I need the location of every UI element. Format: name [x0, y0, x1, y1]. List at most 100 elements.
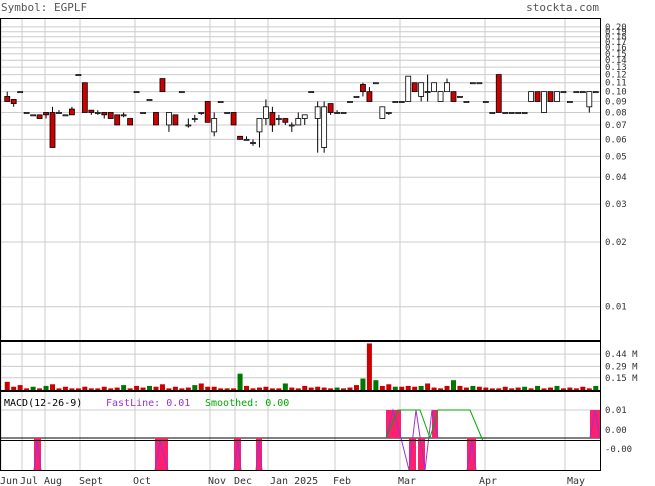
candle-body — [321, 106, 328, 148]
candle-body — [101, 112, 108, 116]
macd-fast-line — [589, 409, 601, 439]
volume-bar — [470, 385, 476, 390]
volume-bar — [392, 386, 398, 390]
candle-body — [191, 118, 198, 120]
candle-body — [172, 114, 179, 126]
x-tick-label: Jul — [20, 476, 38, 486]
macd-histogram-bar — [409, 438, 416, 470]
x-tick-label: Apr — [479, 476, 497, 486]
candle-body — [495, 74, 502, 113]
site-label: stockta.com — [526, 1, 599, 14]
volume-bar — [554, 385, 560, 390]
macd-histogram-bar — [234, 438, 241, 470]
volume-bar — [353, 385, 359, 390]
volume-bar — [62, 386, 68, 390]
macd-histogram-bar — [386, 410, 401, 438]
volume-bar — [237, 373, 243, 390]
candle-body — [314, 106, 321, 119]
candle-body — [127, 118, 134, 126]
candle-body — [94, 112, 101, 114]
price-tick-label: 0.14 — [605, 56, 627, 66]
candle-body — [450, 91, 457, 102]
x-tick-label: Jan 2025 — [270, 476, 318, 486]
candle-body — [554, 91, 560, 102]
volume-bar — [418, 385, 424, 390]
candle-body — [133, 91, 140, 94]
candle-body — [288, 124, 295, 127]
x-tick-label: Feb — [333, 476, 351, 486]
candle-body — [444, 82, 450, 93]
volume-bar — [509, 388, 515, 390]
volume-tick-label: 0.29 M — [605, 362, 638, 372]
candle-body — [508, 112, 515, 114]
candle-body — [204, 101, 211, 123]
price-tick-label: 0.05 — [605, 152, 627, 162]
candle-body — [140, 112, 146, 114]
volume-bar — [24, 388, 30, 390]
candle-body — [237, 135, 243, 140]
volume-bar — [412, 386, 418, 390]
panel-frame — [0, 391, 601, 471]
volume-bar — [121, 385, 127, 390]
volume-bar — [476, 386, 482, 390]
price-tick-label: 0.16 — [605, 44, 627, 54]
volume-bar — [276, 388, 282, 390]
price-tick-label: 0.10 — [605, 88, 627, 98]
volume-bar — [489, 388, 495, 390]
volume-bar — [172, 386, 178, 390]
candle-body — [250, 142, 256, 144]
volume-bar — [153, 386, 159, 390]
volume-bar — [315, 386, 321, 390]
candle-body — [10, 99, 17, 104]
volume-bar — [4, 381, 10, 390]
volume-bar — [108, 388, 114, 390]
candle-body — [243, 138, 250, 141]
price-candles — [4, 74, 599, 153]
price-tick-label: 0.12 — [605, 71, 627, 81]
macd-tick-label: 0.01 — [605, 406, 627, 416]
volume-bar — [82, 386, 88, 390]
volume-bar — [159, 384, 165, 390]
volume-bar — [250, 388, 256, 390]
candle-body — [515, 112, 522, 114]
volume-bar — [567, 387, 573, 390]
candle-body — [107, 112, 114, 119]
price-tick-label: 0.11 — [605, 79, 627, 89]
volume-bar — [328, 388, 334, 390]
volume-bar — [593, 385, 599, 390]
candle-body — [424, 91, 431, 94]
volume-bar — [88, 388, 94, 390]
candle-body — [392, 101, 399, 103]
x-tick-label: Dec — [234, 476, 252, 486]
volume-bar — [179, 388, 185, 390]
price-tick-label: 0.18 — [605, 33, 627, 43]
candle-body — [489, 112, 496, 114]
volume-bar — [535, 385, 541, 390]
volume-bar — [244, 385, 250, 390]
volume-bar — [541, 388, 547, 390]
candle-body — [573, 91, 580, 94]
volume-bar — [496, 388, 502, 390]
candle-body — [566, 101, 573, 103]
macd-legend-fast: FastLine: 0.01 — [106, 398, 190, 409]
candle-body — [372, 82, 379, 85]
candle-body — [23, 112, 30, 114]
candle-body — [224, 112, 231, 114]
candle-body — [547, 91, 554, 102]
candle-body — [120, 114, 127, 117]
candle-body — [153, 112, 159, 126]
candle-body — [230, 112, 237, 126]
price-tick-label: 0.15 — [605, 50, 627, 60]
candle-body — [327, 103, 334, 113]
volume-bar — [205, 386, 211, 390]
volume-bar — [231, 388, 237, 390]
candle-body — [69, 108, 75, 116]
candle-body — [211, 118, 218, 133]
macd-tick-label: -0.00 — [605, 445, 632, 455]
candle-body — [146, 99, 153, 101]
panel-frame — [0, 18, 601, 341]
candle-body — [295, 118, 302, 126]
candle-body — [579, 91, 586, 94]
volume-bar — [450, 380, 456, 390]
candle-body — [256, 118, 263, 133]
